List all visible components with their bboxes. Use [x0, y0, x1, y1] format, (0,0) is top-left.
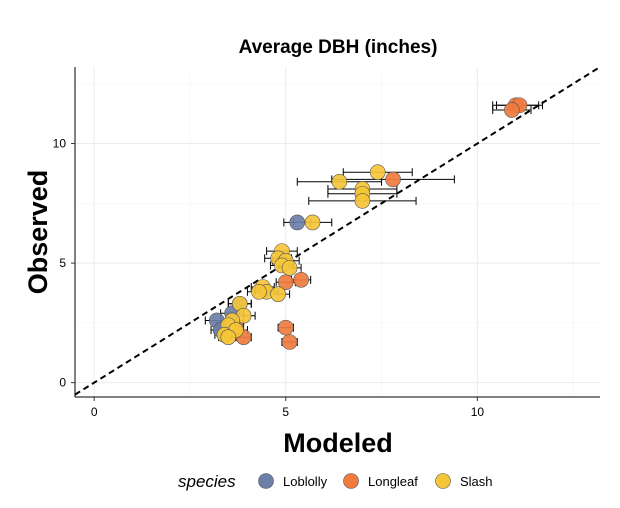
point-slash	[281, 260, 298, 276]
legend-key-loblolly	[258, 473, 274, 489]
legend-item-slash: Slash	[435, 473, 493, 489]
y-tick-label: 5	[59, 256, 66, 270]
y-tick-label: 0	[59, 376, 66, 390]
legend-label-longleaf: Longleaf	[368, 474, 418, 489]
point-longleaf	[281, 334, 298, 350]
point-longleaf	[385, 171, 401, 188]
point-longleaf	[504, 102, 520, 118]
point-slash	[304, 214, 321, 231]
point-loblolly	[289, 214, 306, 231]
chart-title: Average DBH (inches)	[239, 37, 438, 58]
point-longleaf	[293, 272, 309, 288]
legend-label-slash: Slash	[460, 474, 493, 489]
error-bars	[204, 101, 544, 346]
legend-item-longleaf: Longleaf	[343, 473, 418, 489]
legend-item-loblolly: Loblolly	[258, 473, 328, 489]
legend-key-slash	[435, 473, 451, 489]
one-to-one-line	[74, 66, 601, 396]
point-slash	[369, 164, 386, 181]
point-slash	[354, 193, 371, 209]
point-slash	[220, 329, 237, 346]
x-tick-label: 5	[282, 405, 289, 419]
x-tick-label: 0	[91, 405, 98, 419]
reference-line	[74, 66, 601, 396]
data-points	[208, 97, 528, 350]
axes	[74, 67, 600, 398]
x-axis-label: Modeled	[283, 428, 393, 458]
legend: species Loblolly Longleaf Slash	[178, 472, 493, 491]
legend-title: species	[178, 472, 236, 491]
x-axis-ticks: 0 5 10	[91, 397, 485, 419]
point-longleaf	[277, 319, 294, 336]
legend-key-longleaf	[343, 473, 359, 489]
x-tick-label: 10	[471, 405, 485, 419]
y-axis-ticks: 0 5 10	[53, 137, 75, 390]
y-axis-label: Observed	[23, 170, 53, 295]
point-slash	[251, 283, 267, 300]
point-slash	[331, 173, 348, 190]
point-longleaf	[277, 274, 294, 291]
grid-lines	[75, 67, 600, 397]
legend-label-loblolly: Loblolly	[283, 474, 328, 489]
point-slash	[270, 286, 286, 302]
y-tick-label: 10	[53, 137, 67, 151]
legend-items: Loblolly Longleaf Slash	[258, 473, 493, 489]
